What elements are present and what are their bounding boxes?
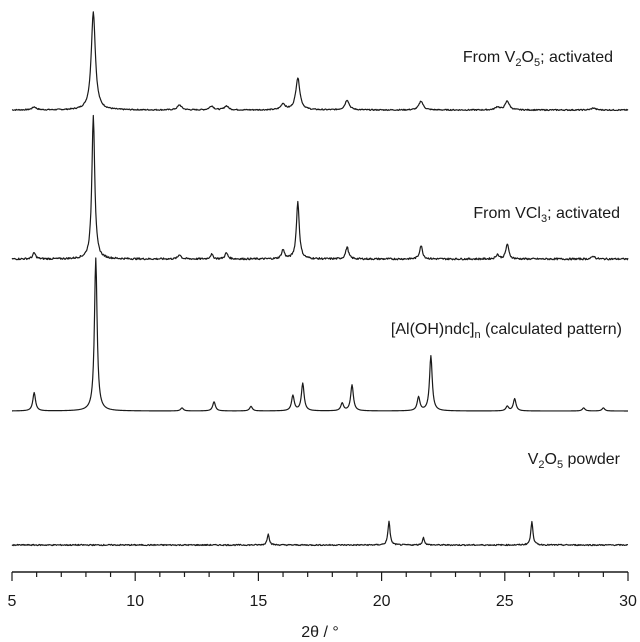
x-tick-label: 5 xyxy=(8,593,17,610)
pattern-trace-3 xyxy=(12,257,628,412)
series-label-al-oh-ndc-calculated: [Al(OH)ndc]n (calculated pattern) xyxy=(391,321,622,341)
series-label-v2o5-activated: From V2O5; activated xyxy=(463,49,613,69)
x-tick-label: 15 xyxy=(250,593,268,610)
pattern-traces xyxy=(11,11,629,547)
x-axis-ticks: 5 10 15 20 25 30 xyxy=(8,572,637,610)
x-tick-label: 20 xyxy=(373,593,391,610)
series-label-v2o5-powder: V2O5 powder xyxy=(528,451,621,471)
series-label-vcl3-activated: From VCl3; activated xyxy=(473,205,620,225)
x-tick-label: 30 xyxy=(619,593,637,610)
pattern-trace-2 xyxy=(11,114,629,261)
x-tick-label: 10 xyxy=(126,593,144,610)
x-tick-label: 25 xyxy=(496,593,514,610)
x-axis-title: 2θ / ° xyxy=(301,624,339,641)
pattern-trace-1 xyxy=(11,11,629,112)
pattern-trace-4 xyxy=(11,520,629,547)
